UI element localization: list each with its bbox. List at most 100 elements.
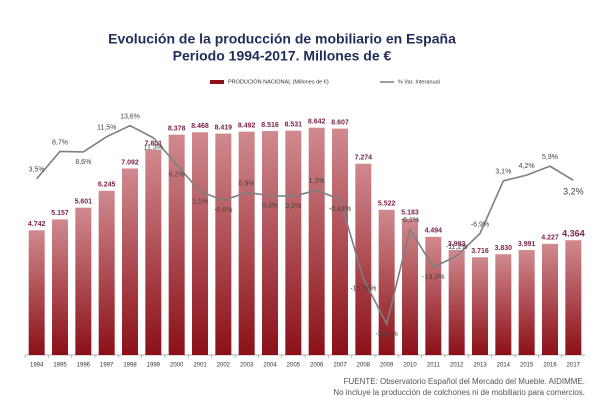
- bar-value-label: 7.092: [121, 159, 139, 166]
- line-value-label: -24,1%: [376, 331, 398, 338]
- x-tick-label: 2017: [567, 363, 581, 369]
- line-value-label: 3,2%: [563, 187, 584, 197]
- bar-value-label: 7.274: [355, 155, 373, 162]
- x-tick-label: 2008: [357, 363, 371, 369]
- bar-value-label: 5.183: [401, 210, 419, 217]
- bar-value-label: 6.245: [98, 182, 116, 189]
- line-value-label: 0,3%: [262, 202, 278, 209]
- bar: [472, 257, 488, 355]
- bar: [215, 133, 232, 355]
- bar-value-label: 4.227: [541, 235, 559, 242]
- line-value-label: 1,3%: [309, 178, 325, 185]
- bar: [285, 130, 302, 355]
- legend-label: PRODUCIÓN NACIONAL (Millones de €): [228, 78, 329, 85]
- line-value-label: 5,9%: [542, 154, 558, 161]
- bar: [355, 163, 372, 355]
- line-value-label: -15,48%: [350, 285, 376, 292]
- bar: [495, 254, 512, 355]
- x-tick-label: 2001: [193, 363, 207, 369]
- x-tick-label: 2009: [380, 363, 394, 369]
- bar-value-label: 8.492: [238, 123, 256, 130]
- x-tick-label: 2007: [333, 363, 347, 369]
- bar: [28, 230, 45, 355]
- bar: [542, 243, 558, 355]
- line: [36, 124, 574, 327]
- bar: [262, 131, 278, 355]
- line-value-label: 0,2%: [285, 203, 301, 210]
- bar: [518, 250, 535, 355]
- bar-value-label: 5.157: [51, 210, 69, 217]
- line-value-label: -0,6%: [214, 207, 232, 214]
- bar-value-label: 8.419: [215, 124, 233, 131]
- line-value-label: 0,9%: [239, 180, 255, 187]
- bar: [192, 132, 208, 355]
- bar: [402, 218, 418, 355]
- line-value-label: 6,2%: [169, 171, 185, 178]
- bar: [122, 168, 138, 355]
- bar: [308, 127, 325, 356]
- line-value-label: -6,9%: [471, 221, 489, 228]
- line-value-label: 8,7%: [52, 139, 68, 146]
- bar: [332, 128, 348, 355]
- line-value-label: 8,6%: [75, 159, 91, 166]
- source-note: No incluye la producción de colchones ni…: [333, 388, 585, 397]
- x-tick-label: 2013: [473, 363, 487, 369]
- x-tick-label: 1994: [30, 363, 44, 369]
- bar: [75, 207, 92, 355]
- x-tick-label: 2012: [450, 363, 464, 369]
- line-value-label: 1,1%: [192, 198, 208, 205]
- bar: [52, 219, 68, 355]
- x-tick-label: 1996: [77, 363, 91, 369]
- x-tick-label: 1995: [53, 363, 67, 369]
- x-tick-label: 2015: [520, 363, 534, 369]
- bar: [145, 149, 162, 355]
- x-tick-label: 2002: [217, 363, 231, 369]
- bar: [425, 236, 442, 355]
- chart-subtitle: Periodo 1994-2017. Millones de €: [173, 48, 392, 64]
- chart-title: Evolución de la producción de mobiliario…: [108, 31, 456, 47]
- bar-value-label: 7.801: [145, 141, 163, 148]
- x-tick-label: 2011: [427, 363, 441, 369]
- bar-value-label: 8.468: [191, 123, 209, 130]
- x-tick-label: 2003: [240, 363, 254, 369]
- bar-value-label: 4.494: [425, 228, 443, 235]
- bar: [565, 240, 582, 355]
- bar-value-label: 8.531: [285, 121, 303, 128]
- bar-value-label: 4.364: [562, 229, 585, 239]
- line-value-label: 3,5%: [29, 167, 45, 174]
- source-note: FUENTE: Observatorio Español del Mercado…: [344, 377, 585, 386]
- bar: [168, 134, 185, 355]
- line-value-label: 4,2%: [519, 163, 535, 170]
- line-value-label: -6,1%: [401, 217, 419, 224]
- bar-value-label: 5.522: [378, 201, 396, 208]
- line-value-label: -13,3%: [422, 274, 444, 281]
- bar-value-label: 4.742: [28, 221, 46, 228]
- bar-value-label: 8.516: [261, 122, 279, 129]
- bar-value-label: 3.716: [471, 248, 489, 255]
- line-value-label: -11,2%: [446, 244, 468, 251]
- legend-swatch: [210, 80, 224, 84]
- x-tick-label: 2016: [543, 363, 557, 369]
- legend-label: % Var. Interanual: [398, 79, 440, 85]
- bar-value-label: 8.607: [331, 119, 349, 126]
- bar-value-label: 8.642: [308, 119, 326, 126]
- bar-value-label: 3.830: [495, 245, 513, 252]
- bar-value-label: 8.378: [168, 126, 186, 133]
- x-tick-label: 1997: [100, 363, 114, 369]
- bar: [98, 190, 115, 355]
- line-value-label: -0,41%: [329, 206, 351, 213]
- line-value-label: 11,3%: [144, 145, 163, 152]
- bar-value-label: 3.991: [518, 241, 536, 248]
- line-value-label: 11,5%: [97, 125, 116, 132]
- line-value-label: 3,1%: [495, 169, 511, 176]
- bar: [378, 209, 395, 355]
- line-value-label: 13,6%: [120, 114, 140, 121]
- bar-value-label: 3.993: [448, 241, 466, 248]
- x-tick-label: 1998: [123, 363, 137, 369]
- x-tick-label: 2004: [263, 363, 277, 369]
- x-tick-label: 2010: [403, 363, 417, 369]
- x-tick-label: 2006: [310, 363, 324, 369]
- bar: [238, 131, 255, 355]
- x-tick-label: 2014: [497, 363, 511, 369]
